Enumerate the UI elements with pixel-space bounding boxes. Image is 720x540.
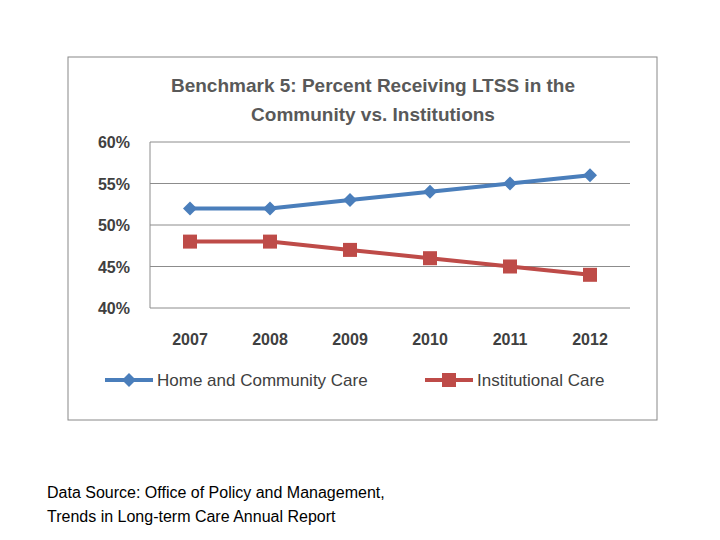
marker — [263, 235, 277, 249]
grid-line — [150, 308, 630, 309]
y-tick-label: 40% — [98, 300, 130, 317]
grid-line — [150, 225, 630, 226]
x-tick-label: 2008 — [252, 331, 288, 348]
x-tick-label: 2009 — [332, 331, 368, 348]
x-tick-label: 2011 — [493, 331, 528, 348]
marker — [583, 268, 597, 282]
grid-line — [150, 142, 630, 143]
legend-label: Institutional Care — [477, 371, 605, 390]
series-line — [190, 175, 590, 208]
y-tick-label: 50% — [98, 217, 130, 234]
marker — [583, 168, 597, 182]
chart-frame — [68, 57, 657, 420]
marker — [343, 193, 357, 207]
y-axis — [150, 142, 151, 308]
y-tick-label: 45% — [98, 259, 130, 276]
marker — [183, 201, 197, 215]
x-tick-label: 2010 — [412, 331, 448, 348]
y-tick-label: 60% — [98, 134, 130, 151]
marker — [423, 185, 437, 199]
legend-marker — [442, 373, 456, 387]
chart-title: Benchmark 5: Percent Receiving LTSS in t… — [171, 75, 575, 125]
x-tick-label: 2007 — [172, 331, 208, 348]
series-line — [190, 242, 590, 275]
marker — [423, 251, 437, 265]
plot-area — [183, 168, 597, 282]
source-note: Data Source: Office of Policy and Manage… — [47, 484, 385, 501]
grid-line — [150, 183, 630, 184]
marker — [503, 177, 517, 191]
source-note: Trends in Long-term Care Annual Report — [47, 508, 336, 525]
grid-line — [150, 266, 630, 267]
marker — [263, 201, 277, 215]
legend-label: Home and Community Care — [157, 371, 368, 390]
marker — [183, 235, 197, 249]
marker — [503, 260, 517, 274]
legend-marker — [122, 373, 136, 387]
y-tick-label: 55% — [98, 176, 130, 193]
marker — [343, 243, 357, 257]
chart: Benchmark 5: Percent Receiving LTSS in t… — [0, 0, 720, 540]
x-tick-label: 2012 — [572, 331, 608, 348]
